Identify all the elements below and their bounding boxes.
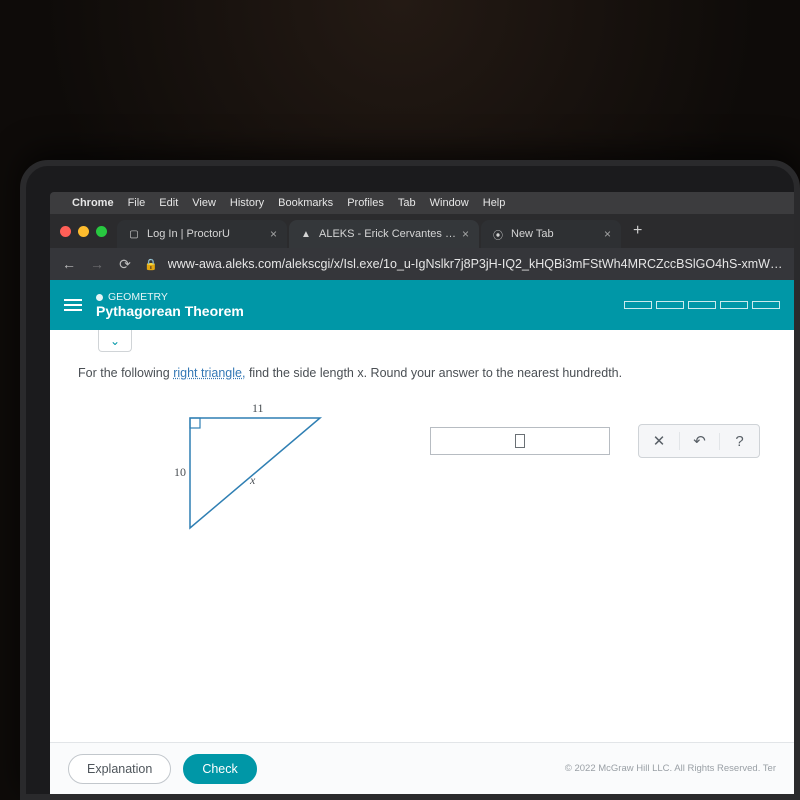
menu-view[interactable]: View: [192, 197, 216, 209]
side-label-top: 11: [252, 401, 264, 415]
progress-seg: [688, 301, 716, 309]
close-tab-icon[interactable]: ×: [604, 227, 611, 241]
close-tab-icon[interactable]: ×: [462, 227, 469, 241]
reload-button[interactable]: ⟳: [116, 256, 134, 273]
progress-seg: [624, 301, 652, 309]
progress-seg: [720, 301, 748, 309]
aleks-topic: Pythagorean Theorem: [96, 303, 244, 319]
aleks-page: GEOMETRY Pythagorean Theorem ⌄ For the f…: [50, 280, 794, 794]
aleks-footer: Explanation Check © 2022 McGraw Hill LLC…: [50, 742, 794, 794]
tab-title: New Tab: [511, 228, 598, 240]
macos-menubar: Chrome File Edit View History Bookmarks …: [50, 192, 794, 214]
close-tab-icon[interactable]: ×: [270, 227, 277, 241]
question-suffix: find the side length x. Round your answe…: [249, 366, 622, 380]
menu-help[interactable]: Help: [483, 197, 506, 209]
side-label-hyp: x: [249, 473, 256, 487]
tab-aleks[interactable]: ▲ ALEKS - Erick Cervantes - Lea… ×: [289, 220, 479, 248]
close-window-icon[interactable]: [60, 226, 71, 237]
tab-newtab[interactable]: ⦿ New Tab ×: [481, 220, 621, 248]
progress-seg: [656, 301, 684, 309]
tab-title: Log In | ProctorU: [147, 228, 264, 240]
chrome-tab-strip: ▢ Log In | ProctorU × ▲ ALEKS - Erick Ce…: [50, 214, 794, 248]
aleks-favicon-icon: ▲: [299, 227, 313, 241]
aleks-category: GEOMETRY: [96, 291, 244, 303]
tab-proctoru[interactable]: ▢ Log In | ProctorU ×: [117, 220, 287, 248]
right-triangle-link[interactable]: right triangle,: [173, 366, 245, 380]
window-controls: [56, 226, 117, 237]
chrome-omnibar: ← → ⟳ 🔒 www-awa.aleks.com/alekscgi/x/Isl…: [50, 248, 794, 280]
question-prefix: For the following: [78, 366, 173, 380]
progress-indicator: [624, 301, 780, 309]
menu-profiles[interactable]: Profiles: [347, 197, 384, 209]
back-button[interactable]: ←: [60, 256, 78, 272]
copyright-text: © 2022 McGraw Hill LLC. All Rights Reser…: [565, 763, 776, 774]
menu-tab[interactable]: Tab: [398, 197, 416, 209]
menu-window[interactable]: Window: [430, 197, 469, 209]
undo-button[interactable]: ↶: [679, 432, 719, 450]
proctoru-favicon-icon: ▢: [127, 227, 141, 241]
zoom-window-icon[interactable]: [96, 226, 107, 237]
menu-edit[interactable]: Edit: [159, 197, 178, 209]
clear-button[interactable]: ✕: [639, 432, 679, 450]
answer-placeholder-icon: [515, 434, 525, 448]
lock-icon[interactable]: 🔒: [144, 258, 158, 271]
url-field[interactable]: www-awa.aleks.com/alekscgi/x/Isl.exe/1o_…: [168, 257, 784, 271]
answer-toolbox: ✕ ↶ ?: [638, 424, 760, 458]
progress-seg: [752, 301, 780, 309]
menu-bookmarks[interactable]: Bookmarks: [278, 197, 333, 209]
tab-title: ALEKS - Erick Cervantes - Lea…: [319, 228, 456, 240]
aleks-header: GEOMETRY Pythagorean Theorem: [50, 280, 794, 330]
side-label-left: 10: [174, 465, 186, 479]
new-tab-button[interactable]: +: [623, 222, 652, 240]
help-button[interactable]: ?: [719, 433, 759, 450]
hamburger-icon[interactable]: [64, 299, 82, 311]
triangle-figure: 11 10 x: [170, 398, 370, 553]
menu-file[interactable]: File: [128, 197, 146, 209]
minimize-window-icon[interactable]: [78, 226, 89, 237]
expand-chevron-icon[interactable]: ⌄: [98, 330, 132, 352]
explanation-button[interactable]: Explanation: [68, 754, 171, 784]
forward-button[interactable]: →: [88, 256, 106, 272]
answer-input[interactable]: [430, 427, 610, 455]
menu-history[interactable]: History: [230, 197, 264, 209]
newtab-favicon-icon: ⦿: [491, 227, 505, 241]
question-text: For the following right triangle, find t…: [50, 352, 794, 390]
check-button[interactable]: Check: [183, 754, 256, 784]
right-angle-marker-icon: [190, 418, 200, 428]
menubar-app[interactable]: Chrome: [72, 197, 114, 209]
